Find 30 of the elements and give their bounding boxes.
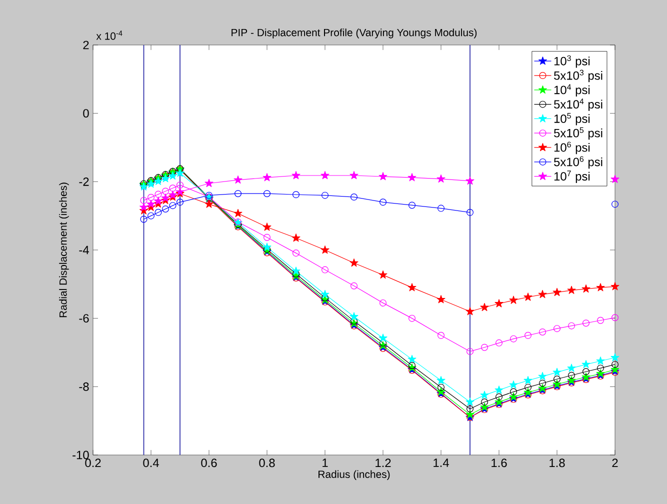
x-tick-label: 1: [322, 458, 328, 467]
legend-label: 5x10$^{6}$ psi: [554, 156, 602, 169]
y-tick-label: -4: [79, 246, 89, 254]
text: x 10$^{-4}$: [96, 30, 122, 40]
legend-label: 10$^{6}$ psi: [554, 142, 590, 154]
legend-label: 10$^{7}$ psi: [554, 170, 590, 183]
x-tick-label: 1.8: [550, 458, 565, 468]
legend-label: 5x10$^{4}$ psi: [554, 98, 602, 111]
y-tick-label: -8: [79, 382, 89, 391]
x-axis-title: Radius (inches): [318, 470, 390, 480]
x-tick-label: 2: [612, 458, 618, 468]
x-tick-label: 0.8: [259, 458, 275, 468]
chart-title: PIP - Displacement Profile (Varying Youngs Modulus): [232, 28, 477, 38]
x-tick-label: 1.4: [434, 458, 449, 467]
y-axis-title: Radial Displacement (inches): [59, 182, 69, 318]
x-tick-label: 0.2: [85, 458, 101, 468]
x-tick-label: 1.6: [492, 458, 507, 468]
legend-label: 10$^{4}$ psi: [554, 84, 590, 97]
x-tick-label: 1.2: [376, 458, 391, 468]
y-tick-label: -2: [79, 177, 89, 186]
y-tick-label: 2: [83, 40, 89, 50]
y-tick-label: -10: [72, 450, 89, 460]
legend-label: 5x10$^{3}$ psi: [554, 70, 602, 82]
x-tick-label: 0.6: [201, 458, 217, 468]
legend-label: 10$^{5}$ psi: [554, 112, 590, 126]
x-tick-label: 0.4: [143, 458, 159, 468]
legend-label: 10$^{3}$ psi: [554, 55, 590, 68]
legend-label: 5x10$^{5}$ psi: [554, 127, 602, 140]
y-tick-label: -6: [79, 314, 89, 323]
y-tick-label: 0: [83, 109, 89, 118]
